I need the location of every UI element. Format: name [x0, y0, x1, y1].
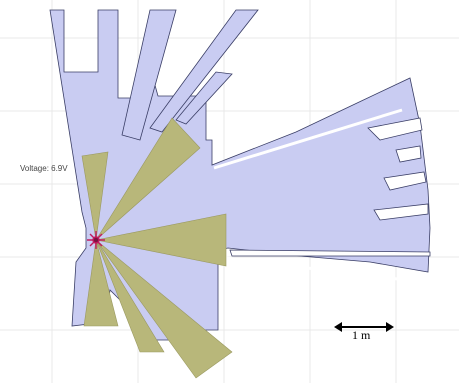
double-arrow-icon — [334, 322, 394, 332]
sensor-cone-south — [83, 239, 119, 327]
sensor-cone-east — [95, 213, 227, 267]
sensor-cones — [81, 117, 233, 379]
free-space-beam-upper-1 — [121, 9, 177, 141]
voltage-readout: Voltage: 6.9V — [20, 164, 68, 173]
free-space-map — [49, 9, 431, 341]
scale-bar-label: 1 m — [352, 328, 371, 342]
sensor-cone-north — [81, 151, 109, 241]
ray-gaps — [213, 108, 423, 284]
unexplored-notches — [229, 117, 431, 257]
sensor-cone-northeast — [95, 117, 201, 241]
sensor-cone-south-2 — [95, 239, 165, 353]
robot-marker-icon[interactable] — [87, 231, 105, 249]
free-space-beam-upper-2 — [149, 9, 259, 133]
free-space-beam-upper-3 — [175, 71, 233, 125]
sensor-cone-southeast — [95, 239, 233, 379]
